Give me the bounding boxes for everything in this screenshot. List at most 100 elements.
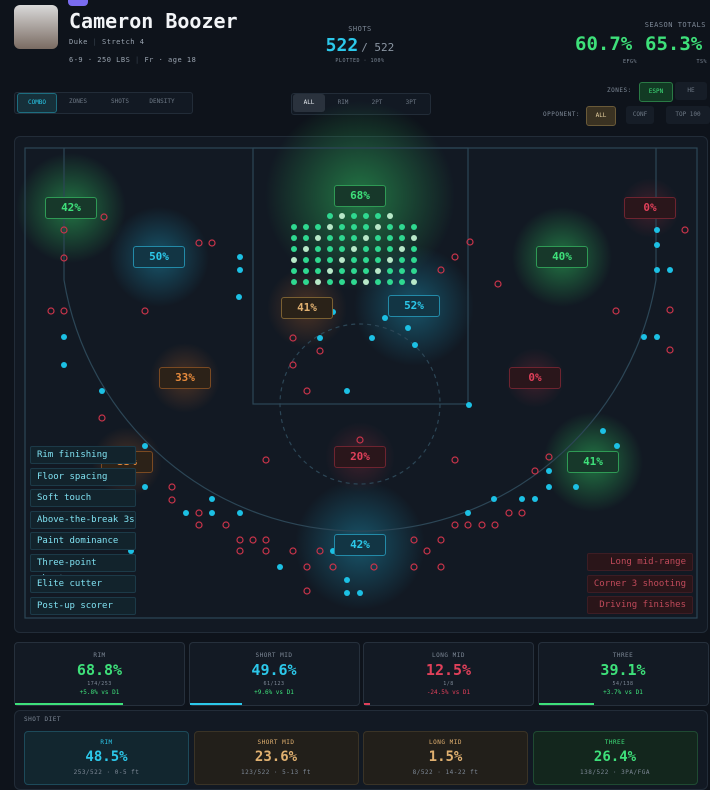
shot-dot	[351, 213, 357, 219]
shot-dot	[142, 443, 148, 449]
shot-dot	[195, 239, 203, 247]
zone-option[interactable]: HE	[675, 82, 707, 100]
shot-dot	[451, 253, 459, 261]
shot-filter[interactable]: 2PT	[371, 99, 383, 106]
zone-label: 40%	[536, 246, 588, 268]
shot-dot	[387, 268, 393, 274]
shot-dot	[491, 521, 499, 529]
diet-card-detail: 123/522 · 5-13 ft	[241, 769, 311, 776]
shot-dot	[60, 226, 68, 234]
shot-filter[interactable]: 3PT	[405, 99, 417, 106]
shot-dot	[60, 254, 68, 262]
shot-dot	[451, 521, 459, 529]
shot-dot	[61, 362, 67, 368]
shot-dot	[363, 279, 369, 285]
diet-card-title: RIM	[100, 739, 113, 746]
shot-dot	[399, 224, 405, 230]
shot-dot	[412, 342, 418, 348]
shot-dot	[317, 335, 323, 341]
shot-dot	[237, 267, 243, 273]
season-label: SEASON TOTALS	[644, 21, 706, 29]
shot-dot	[327, 224, 333, 230]
shot-dot	[614, 443, 620, 449]
shot-dot	[363, 268, 369, 274]
zone-card: RIM 68.8% 174/253 +5.8% vs D1	[14, 642, 185, 706]
diet-card: SHORT MID 23.6% 123/522 · 5-13 ft	[193, 731, 359, 785]
zone-card: LONG MID 12.5% 1/8 -24.5% vs D1	[363, 642, 534, 706]
shot-dot	[531, 467, 539, 475]
diet-card: RIM 48.5% 253/522 · 0-5 ft	[24, 731, 189, 785]
shot-dot	[491, 496, 497, 502]
zone-card-delta: -24.5% vs D1	[426, 689, 471, 696]
shot-dot	[666, 306, 674, 314]
view-tab[interactable]: SHOTS	[110, 98, 130, 105]
view-tab[interactable]: ZONES	[68, 98, 88, 105]
zone-card: SHORT MID 49.6% 61/123 +9.6% vs D1	[188, 642, 360, 706]
view-tabs: COMBO ZONES SHOTS DENSITY	[14, 92, 193, 114]
shot-dot	[315, 246, 321, 252]
zone-card-value: 68.8%	[76, 661, 123, 679]
weakness-tag: Driving finishes	[587, 596, 693, 614]
weakness-tag: Corner 3 shooting	[587, 574, 693, 593]
shot-dot	[98, 414, 106, 422]
shot-dot	[60, 307, 68, 315]
shot-dot	[344, 388, 350, 394]
zone-card-delta: +5.8% vs D1	[79, 689, 120, 696]
shot-dot	[315, 257, 321, 263]
shot-filter[interactable]: RIM	[337, 99, 349, 106]
zone-label: 0%	[509, 367, 561, 389]
zone-card-count: 1/8	[443, 681, 454, 687]
shot-dot	[411, 224, 417, 230]
opponent-option[interactable]: CONF	[626, 106, 654, 124]
shot-dot	[411, 268, 417, 274]
shot-dot	[375, 224, 381, 230]
shot-dot	[315, 279, 321, 285]
shot-dot	[357, 590, 363, 596]
shots-total: / 522	[361, 41, 395, 54]
view-tab[interactable]: DENSITY	[149, 98, 175, 105]
shot-dot	[363, 257, 369, 263]
shot-dot	[369, 335, 375, 341]
shot-dot	[262, 536, 270, 544]
shot-dot	[411, 246, 417, 252]
shot-dot	[654, 242, 660, 248]
shot-dot	[303, 268, 309, 274]
strength-tag: Elite cutter	[30, 575, 136, 593]
zone-card-bar	[15, 703, 123, 705]
shot-dot	[375, 235, 381, 241]
shot-dot	[262, 456, 270, 464]
zone-label: 41%	[281, 297, 333, 319]
shot-dot	[399, 235, 405, 241]
shot-dot	[303, 279, 309, 285]
opponent-option[interactable]: TOP 100	[666, 106, 710, 124]
shot-dot	[351, 235, 357, 241]
shot-dot	[327, 257, 333, 263]
zone-option[interactable]: ESPN	[639, 82, 673, 102]
shot-dot	[437, 536, 445, 544]
shot-dot	[303, 235, 309, 241]
view-tab[interactable]: COMBO	[17, 93, 57, 113]
shot-dot	[494, 280, 502, 288]
shot-dot	[339, 235, 345, 241]
shot-dot	[363, 213, 369, 219]
zone-label: 33%	[159, 367, 211, 389]
shot-dot	[405, 325, 411, 331]
opponent-option[interactable]: ALL	[586, 106, 616, 126]
shot-dot	[351, 246, 357, 252]
diet-card-title: LONG MID	[429, 739, 462, 746]
shot-dot	[327, 235, 333, 241]
zone-card-count: 54/138	[612, 681, 634, 687]
avatar	[14, 5, 58, 49]
shot-dot	[363, 246, 369, 252]
shot-dot	[236, 547, 244, 555]
shot-dot	[142, 484, 148, 490]
shot-filter[interactable]: ALL	[293, 94, 325, 112]
diet-card-value: 1.5%	[428, 749, 463, 765]
class: Fr · age 18	[144, 56, 197, 64]
shot-dot	[237, 254, 243, 260]
zone-card-title: RIM	[93, 652, 106, 659]
zone-card-title: THREE	[612, 652, 634, 659]
shot-dot	[382, 315, 388, 321]
shot-dot	[195, 509, 203, 517]
